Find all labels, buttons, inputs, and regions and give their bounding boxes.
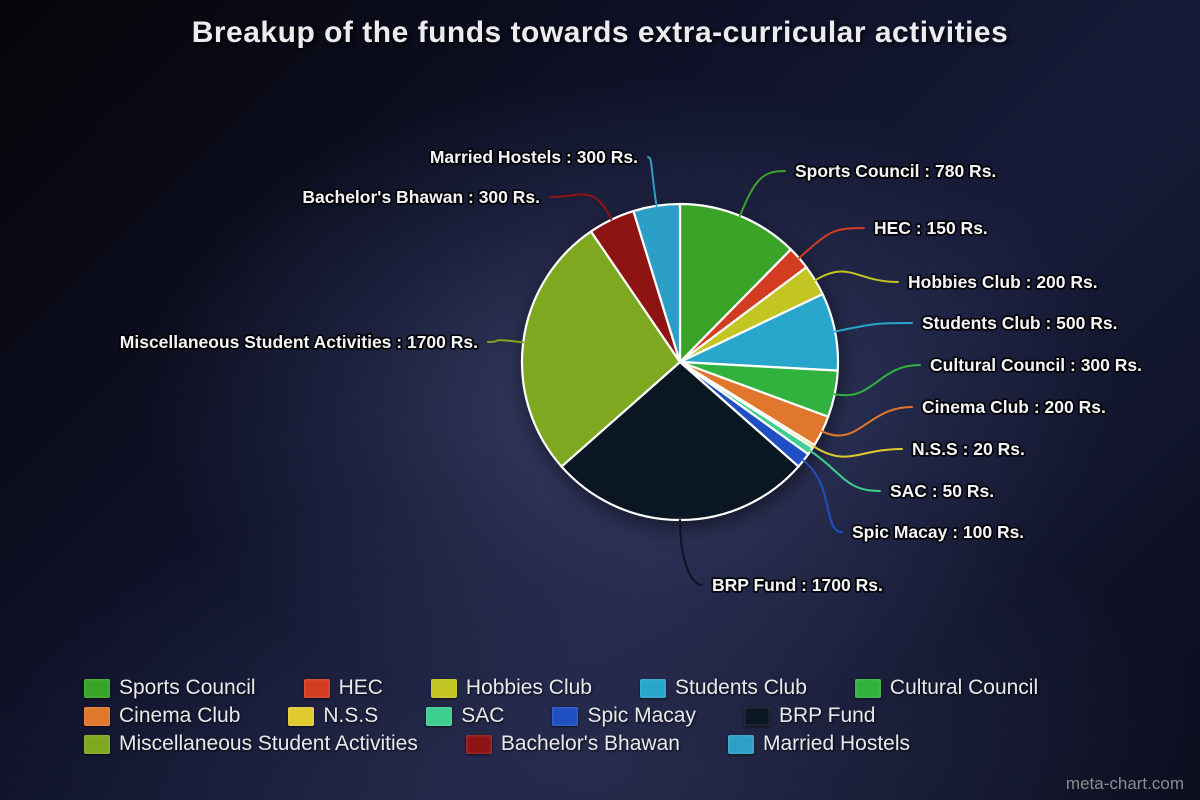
legend-item-hobbies-club: Hobbies Club bbox=[430, 676, 592, 700]
leader-line-students-club bbox=[834, 322, 913, 333]
leader-line-brp-fund bbox=[679, 519, 703, 586]
slice-label-bachelor-s-bhawan: Bachelor's Bhawan : 300 Rs. bbox=[302, 187, 540, 207]
slice-label-hobbies-club: Hobbies Club : 200 Rs. bbox=[908, 272, 1098, 292]
legend-swatch-cultural-council bbox=[854, 678, 881, 698]
slice-label-miscellaneous-student-activities: Miscellaneous Student Activities : 1700 … bbox=[120, 332, 478, 352]
pie-slices-group bbox=[520, 202, 840, 522]
slice-label-students-club: Students Club : 500 Rs. bbox=[922, 313, 1117, 333]
leader-line-married-hostels bbox=[647, 156, 658, 207]
leader-line-sports-council bbox=[738, 170, 786, 217]
slice-label-sports-council: Sports Council : 780 Rs. bbox=[795, 161, 996, 181]
legend-label-cinema-club: Cinema Club bbox=[119, 704, 241, 727]
legend-swatch-sports-council bbox=[84, 678, 110, 698]
slice-label-sac: SAC : 50 Rs. bbox=[890, 481, 994, 501]
leader-line-bachelor-s-bhawan bbox=[549, 193, 613, 221]
leader-line-cultural-council bbox=[833, 364, 921, 397]
legend-label-sac: SAC bbox=[461, 704, 505, 727]
legend-swatch-miscellaneous-student-activities bbox=[84, 734, 110, 754]
legend-item-spic-macay: Spic Macay bbox=[552, 704, 696, 728]
slice-label-spic-macay: Spic Macay : 100 Rs. bbox=[852, 522, 1024, 542]
slice-label-hec: HEC : 150 Rs. bbox=[874, 218, 988, 238]
legend-item-hec: HEC bbox=[303, 676, 383, 700]
legend-item-cultural-council: Cultural Council bbox=[854, 676, 1039, 700]
legend-swatch-married-hostels bbox=[727, 734, 754, 754]
legend-label-students-club: Students Club bbox=[674, 676, 807, 699]
legend-label-n-s-s: N.S.S bbox=[323, 704, 379, 727]
legend-label-married-hostels: Married Hostels bbox=[762, 732, 910, 755]
legend-item-cinema-club: Cinema Club bbox=[84, 704, 240, 728]
slice-label-cinema-club: Cinema Club : 200 Rs. bbox=[922, 397, 1106, 417]
legend-swatch-sac bbox=[426, 706, 453, 726]
legend-swatch-hec bbox=[303, 678, 330, 698]
legend-label-hec: HEC bbox=[338, 676, 383, 699]
legend-label-spic-macay: Spic Macay bbox=[587, 704, 696, 727]
legend-swatch-n-s-s bbox=[288, 706, 315, 726]
leader-line-hec bbox=[798, 227, 865, 259]
legend-row-1: Sports Council HEC Hobbies Club Students Cl… bbox=[84, 674, 1184, 702]
legend-label-cultural-council: Cultural Council bbox=[889, 676, 1039, 699]
legend-swatch-spic-macay bbox=[552, 706, 579, 726]
legend-row-2: Cinema Club N.S.S SAC Spic Macay BRP Fund bbox=[84, 702, 1184, 730]
legend-item-students-club: Students Club bbox=[639, 676, 807, 700]
legend-label-sports-council: Sports Council bbox=[119, 676, 256, 699]
chart-title: Breakup of the funds towards extra-curri… bbox=[191, 16, 1009, 49]
legend-item-miscellaneous-student-activities: Miscellaneous Student Activities bbox=[84, 732, 418, 756]
legend-item-sports-council: Sports Council bbox=[84, 676, 256, 700]
legend-label-brp-fund: BRP Fund bbox=[778, 704, 876, 727]
legend-item-married-hostels: Married Hostels bbox=[727, 732, 910, 756]
legend: Sports Council HEC Hobbies Club Students Cl… bbox=[84, 674, 1184, 758]
slice-label-married-hostels: Married Hostels : 300 Rs. bbox=[430, 147, 638, 167]
legend-swatch-hobbies-club bbox=[430, 678, 457, 698]
slice-label-cultural-council: Cultural Council : 300 Rs. bbox=[930, 355, 1142, 375]
legend-swatch-cinema-club bbox=[84, 706, 110, 726]
leader-line-sac bbox=[809, 450, 881, 492]
legend-item-bachelor-s-bhawan: Bachelor's Bhawan bbox=[465, 732, 680, 756]
leader-line-cinema-club bbox=[821, 406, 913, 437]
legend-label-bachelor-s-bhawan: Bachelor's Bhawan bbox=[500, 732, 680, 755]
leader-line-hobbies-club bbox=[814, 270, 899, 283]
legend-swatch-bachelor-s-bhawan bbox=[465, 734, 492, 754]
slice-label-n-s-s: N.S.S : 20 Rs. bbox=[912, 439, 1025, 459]
legend-label-miscellaneous-student-activities: Miscellaneous Student Activities bbox=[119, 732, 418, 755]
legend-swatch-brp-fund bbox=[743, 706, 770, 726]
leader-line-n-s-s bbox=[812, 445, 903, 458]
leader-line-spic-macay bbox=[802, 459, 843, 533]
legend-item-sac: SAC bbox=[426, 704, 504, 728]
legend-row-3: Miscellaneous Student Activities Bachelor… bbox=[84, 730, 1184, 758]
legend-label-hobbies-club: Hobbies Club bbox=[465, 676, 592, 699]
legend-item-brp-fund: BRP Fund bbox=[743, 704, 876, 728]
slice-label-brp-fund: BRP Fund : 1700 Rs. bbox=[712, 575, 883, 595]
watermark: meta-chart.com bbox=[1065, 774, 1184, 793]
leader-line-miscellaneous-student-activities bbox=[487, 339, 525, 344]
legend-item-n-s-s: N.S.S bbox=[288, 704, 378, 728]
legend-swatch-students-club bbox=[639, 678, 666, 698]
